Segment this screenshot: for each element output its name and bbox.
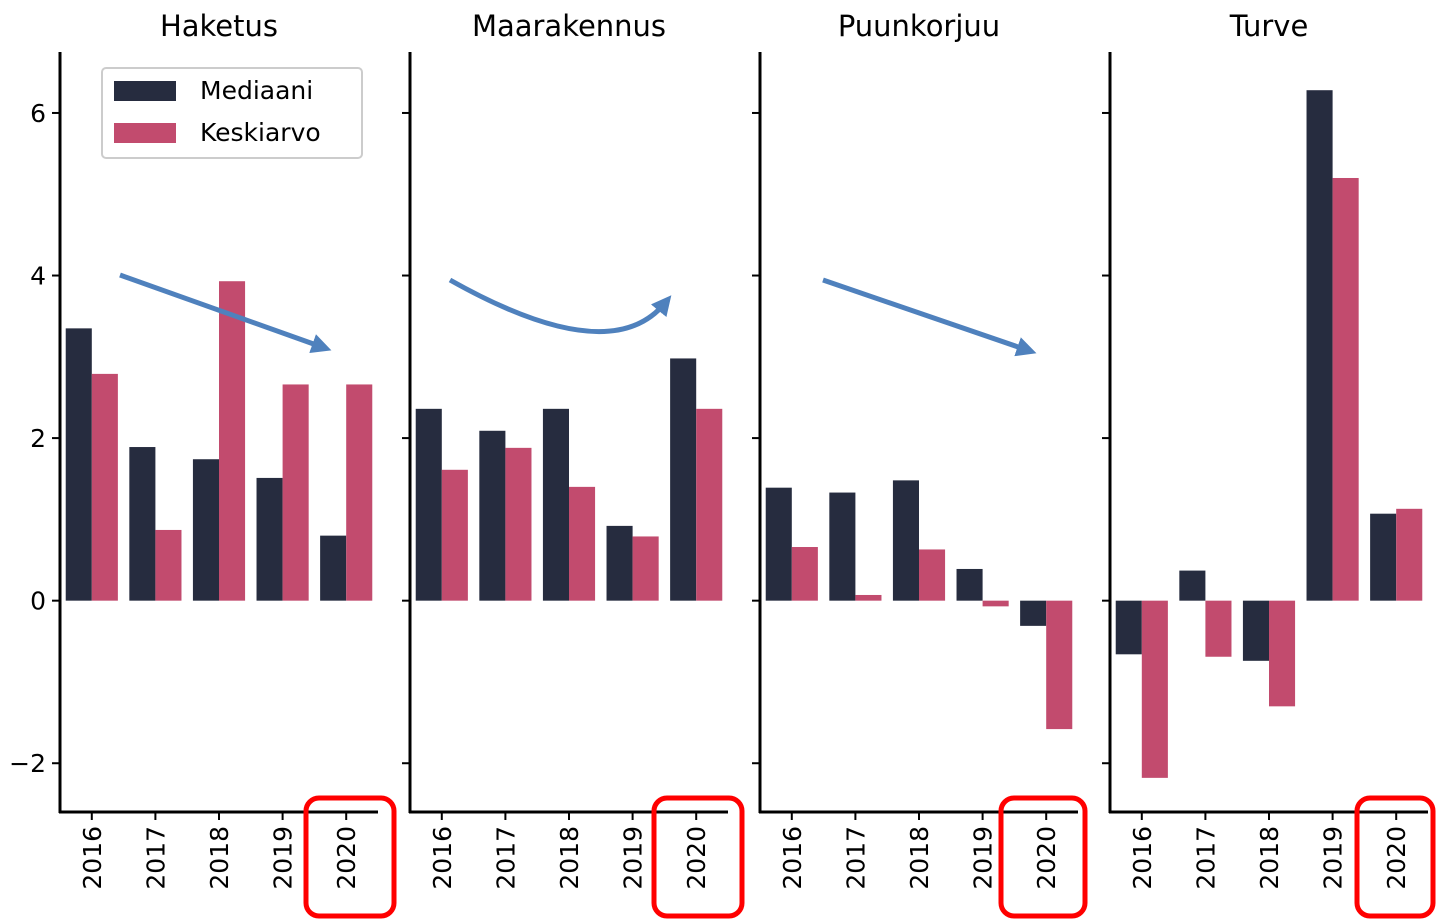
legend-swatch: [114, 123, 176, 143]
highlight-box: [303, 795, 397, 919]
bar: [919, 549, 946, 601]
bar: [1370, 513, 1397, 601]
bar: [256, 477, 283, 601]
x-tick-label: 2019: [1319, 826, 1348, 890]
bar: [1242, 600, 1269, 661]
trend-arrow: [448, 277, 672, 335]
bar: [765, 487, 792, 601]
x-tick-label: 2016: [778, 826, 807, 890]
legend-swatch: [114, 81, 176, 101]
y-tick-label: 4: [30, 262, 46, 291]
bar: [542, 408, 569, 601]
legend-label: Mediaani: [200, 76, 313, 105]
bar: [129, 447, 156, 601]
x-tick-label: 2018: [555, 826, 584, 890]
x-tick-label: 2017: [141, 826, 170, 890]
bar: [1332, 177, 1359, 601]
bar: [632, 536, 659, 601]
y-tick-label: −2: [9, 749, 46, 778]
bar: [670, 358, 697, 601]
x-tick-label: 2019: [619, 826, 648, 890]
bar: [892, 480, 919, 601]
bar: [282, 384, 309, 601]
bar: [1269, 600, 1296, 707]
x-tick-label: 2018: [1255, 826, 1284, 890]
bar: [219, 281, 246, 601]
subplot-title: Turve: [1229, 9, 1309, 43]
x-tick-label: 2020: [682, 826, 711, 890]
bar: [855, 594, 882, 601]
subplot-title: Maarakennus: [472, 9, 666, 43]
bar: [479, 430, 506, 601]
bar: [1396, 508, 1423, 601]
subplot-title: Haketus: [160, 9, 278, 43]
x-tick-label: 2020: [332, 826, 361, 890]
legend-label: Keskiarvo: [200, 118, 321, 147]
bar: [415, 408, 442, 601]
bar: [1179, 570, 1206, 601]
bar: [155, 529, 182, 601]
bar: [1046, 600, 1073, 730]
bar: [192, 459, 219, 601]
trend-arrow: [119, 272, 332, 354]
x-tick-label: 2020: [1032, 826, 1061, 890]
bar: [1306, 90, 1333, 601]
bar: [569, 486, 596, 601]
x-tick-label: 2018: [205, 826, 234, 890]
bar: [696, 408, 723, 601]
x-tick-label: 2016: [428, 826, 457, 890]
x-tick-label: 2019: [969, 826, 998, 890]
bar: [606, 525, 633, 601]
bar: [791, 547, 818, 601]
y-tick-label: 6: [30, 99, 46, 128]
highlight-box: [1354, 795, 1436, 919]
bar: [829, 492, 856, 601]
x-tick-label: 2016: [78, 826, 107, 890]
highlight-box: [998, 795, 1088, 919]
bar: [1115, 600, 1142, 655]
plots: Haketus 2016 2017 2018 2019 2020 −2 0 2 4 6 Mediaan…: [9, 9, 1428, 890]
highlight-box: [651, 795, 745, 919]
y-tick-label: 0: [30, 587, 46, 616]
x-tick-label: 2017: [491, 826, 520, 890]
bar: [91, 373, 118, 601]
bar: [1141, 600, 1168, 778]
bar: [505, 447, 532, 601]
y-tick-label: 2: [30, 424, 46, 453]
bar: [441, 469, 468, 601]
trend-arrow: [822, 277, 1037, 357]
x-tick-label: 2018: [905, 826, 934, 890]
x-tick-label: 2017: [841, 826, 870, 890]
bar: [982, 600, 1009, 607]
bar: [1205, 600, 1232, 657]
bar: [1020, 600, 1047, 626]
bar: [956, 568, 983, 601]
subplot-title: Puunkorjuu: [838, 9, 1000, 43]
bar: [346, 384, 373, 601]
bar: [65, 328, 92, 601]
x-tick-label: 2020: [1382, 826, 1411, 890]
bar: [320, 535, 347, 601]
x-tick-label: 2019: [269, 826, 298, 890]
x-tick-label: 2016: [1128, 826, 1157, 890]
x-tick-label: 2017: [1191, 826, 1220, 890]
